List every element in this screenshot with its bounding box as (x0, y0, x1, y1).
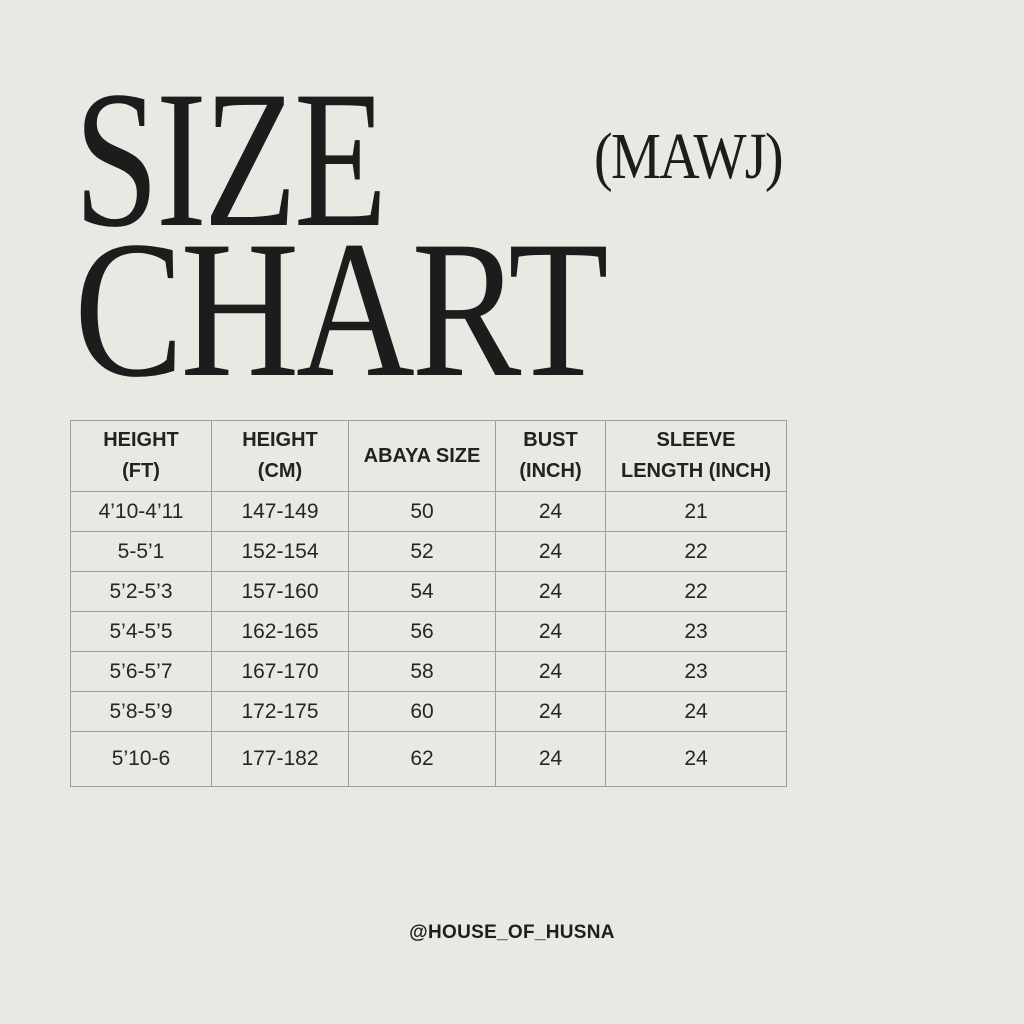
cell-height-cm: 167-170 (211, 651, 349, 692)
cell-abaya-size: 58 (348, 651, 496, 692)
header-height-cm: HEIGHT (CM) (211, 420, 349, 492)
header-sleeve-length: SLEEVE LENGTH (INCH) (605, 420, 787, 492)
cell-abaya-size: 52 (348, 531, 496, 572)
title-size: SIZE (74, 51, 387, 268)
header-line: SLEEVE (656, 429, 736, 451)
table-row: 4’10-4’11 147-149 50 24 21 (70, 491, 787, 532)
header-line: BUST (523, 429, 578, 451)
table-row: 5’6-5’7 167-170 58 24 23 (70, 651, 787, 692)
cell-abaya-size: 50 (348, 491, 496, 532)
header-line: (FT) (122, 460, 160, 482)
cell-height-cm: 177-182 (211, 731, 349, 787)
cell-abaya-size: 54 (348, 571, 496, 612)
table-row: 5’2-5’3 157-160 54 24 22 (70, 571, 787, 612)
table-row: 5-5’1 152-154 52 24 22 (70, 531, 787, 572)
table-row: 5’8-5’9 172-175 60 24 24 (70, 691, 787, 732)
cell-height-cm: 162-165 (211, 611, 349, 652)
cell-abaya-size: 56 (348, 611, 496, 652)
cell-bust: 24 (495, 611, 606, 652)
header-line: (CM) (257, 460, 303, 482)
cell-height-ft: 5-5’1 (70, 531, 212, 572)
cell-bust: 24 (495, 651, 606, 692)
table-row: 5’4-5’5 162-165 56 24 23 (70, 611, 787, 652)
cell-height-cm: 147-149 (211, 491, 349, 532)
header-height-ft: HEIGHT (FT) (70, 420, 212, 492)
cell-sleeve-length: 23 (605, 611, 787, 652)
title-chart: CHART (74, 201, 609, 418)
cell-sleeve-length: 24 (605, 691, 787, 732)
cell-height-cm: 172-175 (211, 691, 349, 732)
header-abaya-size: ABAYA SIZE (348, 420, 496, 492)
header-line: HEIGHT (242, 429, 318, 451)
cell-height-cm: 157-160 (211, 571, 349, 612)
cell-bust: 24 (495, 571, 606, 612)
cell-bust: 24 (495, 491, 606, 532)
cell-height-ft: 5’6-5’7 (70, 651, 212, 692)
cell-bust: 24 (495, 731, 606, 787)
header-line: LENGTH (INCH) (621, 460, 771, 482)
table-header-row: HEIGHT (FT) HEIGHT (CM) ABAYA SIZE BUST … (70, 420, 787, 492)
cell-sleeve-length: 23 (605, 651, 787, 692)
cell-height-ft: 5’2-5’3 (70, 571, 212, 612)
cell-bust: 24 (495, 691, 606, 732)
instagram-handle: @HOUSE_OF_HUSNA (409, 922, 615, 943)
cell-height-ft: 5’10-6 (70, 731, 212, 787)
cell-height-ft: 5’8-5’9 (70, 691, 212, 732)
cell-abaya-size: 60 (348, 691, 496, 732)
header-bust: BUST (INCH) (495, 420, 606, 492)
table-row: 5’10-6 177-182 62 24 24 (70, 731, 787, 787)
subtitle-mawj: (MAWJ) (594, 120, 784, 193)
cell-bust: 24 (495, 531, 606, 572)
cell-abaya-size: 62 (348, 731, 496, 787)
header-line: (INCH) (519, 460, 582, 482)
cell-sleeve-length: 22 (605, 571, 787, 612)
size-table: HEIGHT (FT) HEIGHT (CM) ABAYA SIZE BUST … (70, 420, 787, 787)
cell-height-cm: 152-154 (211, 531, 349, 572)
header-line: ABAYA SIZE (363, 444, 481, 467)
cell-sleeve-length: 21 (605, 491, 787, 532)
cell-height-ft: 5’4-5’5 (70, 611, 212, 652)
cell-sleeve-length: 22 (605, 531, 787, 572)
cell-height-ft: 4’10-4’11 (70, 491, 212, 532)
header-line: HEIGHT (103, 429, 179, 451)
cell-sleeve-length: 24 (605, 731, 787, 787)
